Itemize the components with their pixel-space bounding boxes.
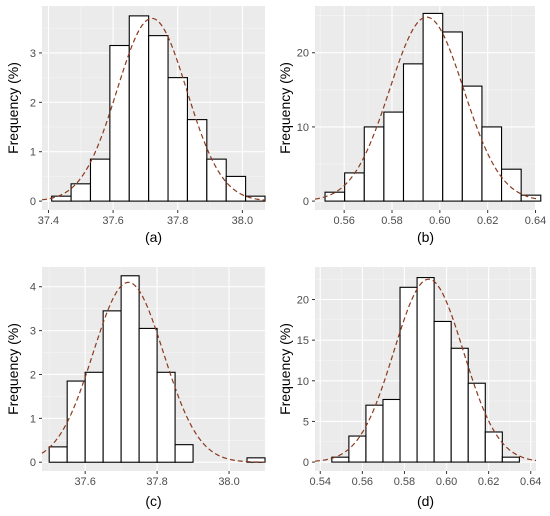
- y-tick-label: 3: [30, 48, 36, 60]
- histogram-bar: [48, 446, 68, 463]
- y-tick-label: 3: [30, 326, 36, 338]
- x-tick-label: 0.64: [525, 215, 546, 227]
- y-tick-label: 1: [30, 147, 36, 159]
- y-tick-label: 10: [297, 122, 309, 134]
- histogram-bar: [174, 444, 194, 463]
- histogram-bar: [128, 15, 150, 202]
- panel-caption: (d): [417, 493, 434, 509]
- x-tick-label: 0.62: [477, 215, 498, 227]
- y-tick-label: 0: [30, 196, 36, 208]
- y-tick-label: 5: [303, 416, 309, 428]
- y-tick-label: 0: [303, 196, 309, 208]
- y-tick-label: 4: [30, 282, 36, 294]
- histogram-bar: [481, 126, 503, 202]
- histogram-bar: [501, 456, 520, 463]
- x-tick-label: 38.0: [232, 215, 253, 227]
- y-tick-label: 0: [30, 457, 36, 469]
- histogram-bar: [501, 168, 522, 202]
- density-curve: [314, 16, 537, 200]
- x-tick-label: 0.62: [478, 476, 499, 488]
- histogram-bar: [102, 310, 122, 463]
- panel-caption: (b): [417, 229, 434, 245]
- x-tick-label: 0.64: [520, 476, 541, 488]
- x-tick-label: 0.60: [436, 476, 457, 488]
- histogram-bar: [148, 35, 169, 202]
- y-tick-label: 1: [30, 413, 36, 425]
- x-tick-label: 37.8: [146, 476, 167, 488]
- panel-caption: (a): [145, 229, 162, 245]
- y-tick-label: 20: [297, 295, 309, 307]
- y-axis-title: Frequency (%): [277, 62, 293, 154]
- y-axis-title: Frequency (%): [277, 323, 293, 415]
- histogram-bar: [383, 111, 405, 202]
- density-curve: [314, 278, 537, 462]
- histogram-bar: [363, 126, 385, 202]
- histogram-bar: [89, 158, 111, 202]
- histogram-bar: [120, 275, 140, 463]
- histogram-bar: [324, 191, 346, 202]
- y-tick-label: 10: [297, 376, 309, 388]
- y-axis-title: Frequency (%): [5, 323, 21, 415]
- x-tick-label: 0.58: [394, 476, 415, 488]
- x-tick-label: 0.56: [333, 215, 354, 227]
- histogram-bar: [450, 347, 469, 463]
- y-axis-title: Frequency (%): [5, 62, 21, 154]
- x-tick-label: 0.56: [352, 476, 373, 488]
- histogram-bar: [167, 77, 188, 202]
- histogram-panel-a: 37.4 37.6 37.8 38.0 0 1 2 3 Frequency (%) (a): [5, 6, 266, 245]
- histogram-bar: [461, 85, 483, 202]
- histogram-bar: [84, 371, 104, 463]
- y-tick-label: 15: [297, 335, 309, 347]
- x-tick-label: 37.8: [167, 215, 188, 227]
- histogram-bar: [382, 398, 401, 463]
- histogram-panel-d: 0.54 0.56 0.58 0.60 0.62 0.64 0 5 10 15 20 Frequenc…: [277, 267, 541, 509]
- histogram-bar: [433, 320, 452, 463]
- x-tick-label: 37.6: [102, 215, 123, 227]
- y-tick-label: 2: [30, 97, 36, 109]
- histogram-bar: [399, 286, 418, 463]
- histogram-bar: [66, 380, 86, 463]
- x-tick-label: 37.6: [74, 476, 95, 488]
- x-tick-label: 0.54: [310, 476, 331, 488]
- density-curve: [41, 17, 266, 201]
- histogram-bar: [344, 172, 365, 202]
- histogram-bar: [186, 119, 208, 202]
- histogram-panel-b: 0.56 0.58 0.60 0.62 0.64 0 10 20 Frequency (%) (b…: [277, 6, 546, 245]
- histogram-bar: [484, 431, 503, 463]
- histogram-bar: [402, 63, 424, 202]
- histogram-bar: [206, 158, 227, 202]
- histogram-bar: [520, 194, 542, 202]
- histogram-bar: [109, 44, 130, 202]
- y-tick-label: 0: [303, 457, 309, 469]
- x-tick-label: 0.58: [381, 215, 402, 227]
- y-tick-label: 2: [30, 369, 36, 381]
- histogram-bar: [422, 12, 444, 202]
- histogram-bar: [416, 277, 435, 463]
- histogram-bar: [156, 371, 176, 463]
- histogram-bar: [225, 175, 247, 202]
- histogram-bar: [138, 327, 158, 463]
- x-tick-label: 38.0: [218, 476, 239, 488]
- histogram-panel-c: 37.6 37.8 38.0 0 1 2 3 4 Frequency (%) (c): [5, 267, 266, 509]
- panel-caption: (c): [145, 493, 161, 509]
- x-tick-label: 37.4: [38, 215, 59, 227]
- histogram-bar: [467, 382, 486, 463]
- histogram-bar: [365, 404, 384, 463]
- x-tick-label: 0.60: [429, 215, 450, 227]
- y-tick-label: 20: [297, 48, 309, 60]
